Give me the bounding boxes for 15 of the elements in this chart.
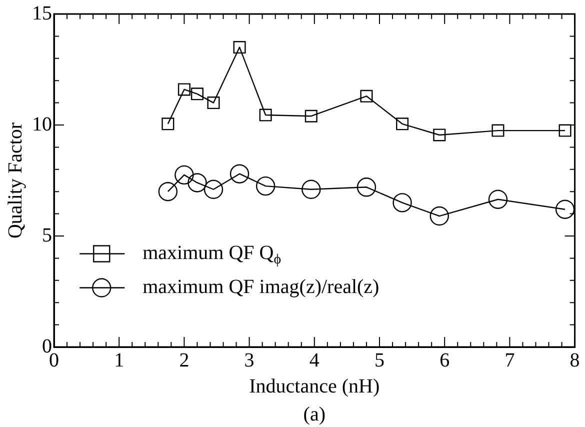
x-tick-label: 2 xyxy=(179,349,190,372)
x-tick-label: 6 xyxy=(440,349,450,372)
y-tick-label: 15 xyxy=(32,2,52,24)
text: (a) xyxy=(303,403,326,426)
legend-label: maximum QF imag(z)/real(z) xyxy=(142,276,380,298)
x-tick-label: 8 xyxy=(570,349,580,372)
y-tick-label: 5 xyxy=(42,224,52,246)
x-tick-label: 3 xyxy=(244,349,254,372)
x-tick-label: 4 xyxy=(309,349,320,372)
x-axis-title: Inductance (nH) xyxy=(249,375,380,398)
x-tick-label: 1 xyxy=(114,349,124,372)
y-tick-label: 10 xyxy=(32,113,52,136)
y-axis-title: Quality Factor xyxy=(4,122,26,239)
x-tick-label: 7 xyxy=(504,349,515,372)
x-tick-label: 5 xyxy=(374,349,384,372)
